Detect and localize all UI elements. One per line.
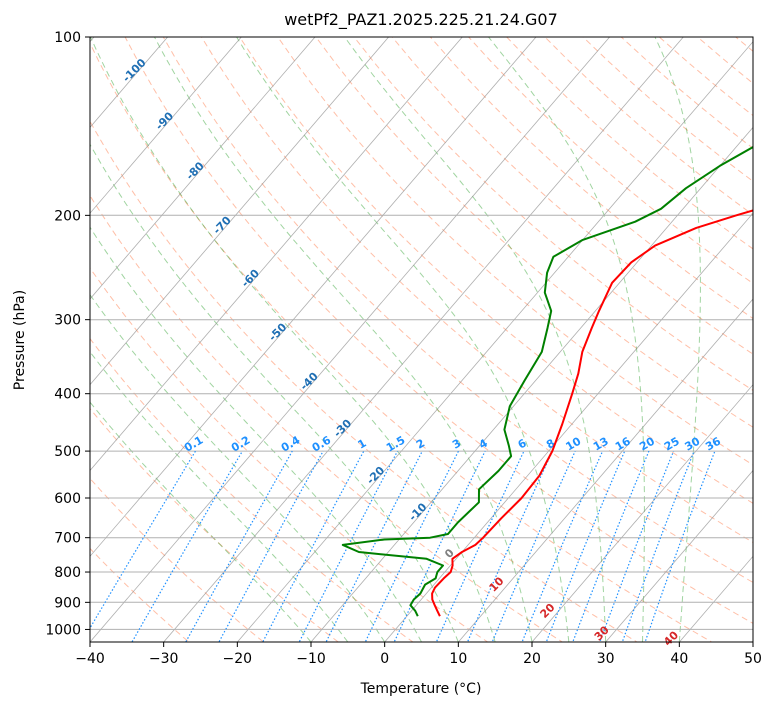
x-tick-label: −20 xyxy=(223,651,253,667)
temperature-profile-line xyxy=(431,209,753,617)
moist-adiabat-line xyxy=(90,226,422,642)
y-tick-label: 600 xyxy=(54,491,81,507)
isotherm-line xyxy=(90,37,316,300)
mixing-ratio-line xyxy=(325,450,423,642)
mixing-ratio-labels: 0.1 0.2 0.4 0.6 1 1.5 2 3 4 6 8 10 13 16 20 25 30 36 xyxy=(182,433,723,454)
y-tick-label: 500 xyxy=(54,444,81,460)
moist-adiabat-line xyxy=(90,143,459,642)
moist-adiabat-line xyxy=(344,37,607,642)
isotherm-line xyxy=(163,37,684,642)
moist-adiabat-line xyxy=(90,351,349,642)
dry-adiabat-line xyxy=(90,337,414,642)
dry-adiabat-line xyxy=(90,42,713,642)
dry-adiabat-line xyxy=(124,37,753,624)
moist-adiabat-line xyxy=(236,37,570,642)
x-axis-label: Temperature (°C) xyxy=(360,681,482,697)
isotherm-line xyxy=(236,41,753,642)
moist-adiabats xyxy=(90,37,701,642)
moist-adiabat-line xyxy=(90,37,496,642)
x-tick-label: 0 xyxy=(380,651,389,667)
mixing-ratio-line xyxy=(393,450,486,642)
y-tick-label: 800 xyxy=(54,565,81,581)
x-tick-label: 10 xyxy=(449,651,467,667)
dry-adiabat-line xyxy=(90,547,190,642)
x-tick-label: 50 xyxy=(744,651,762,667)
isotherm-line xyxy=(90,37,390,386)
isotherm-line xyxy=(90,37,242,214)
dry-adiabat-line xyxy=(90,477,265,642)
isotherm-line xyxy=(90,37,169,128)
dry-adiabat-line xyxy=(162,37,753,584)
mixing-ratio-line xyxy=(131,450,243,642)
x-tick-label: 30 xyxy=(597,651,615,667)
dry-adiabat-line xyxy=(239,37,753,504)
moist-adiabat-line xyxy=(488,37,645,642)
moist-adiabat-line xyxy=(154,37,533,642)
plot-background xyxy=(90,37,753,642)
isotherm-line xyxy=(457,298,753,642)
moist-adiabat-line xyxy=(90,293,386,642)
pressure-gridlines xyxy=(90,214,753,630)
y-tick-label: 400 xyxy=(54,387,81,403)
dry-adiabat-line xyxy=(90,120,638,642)
isotherm-line xyxy=(384,212,753,642)
isotherm-line xyxy=(605,469,753,642)
isotherm-line xyxy=(90,37,537,557)
isotherms xyxy=(90,37,753,642)
dry-adiabat-line xyxy=(90,407,340,642)
x-axis: −40 −30 −20 −10 0 10 20 30 40 50 xyxy=(75,642,762,667)
mixing-ratio-line xyxy=(572,450,650,642)
y-tick-label: 700 xyxy=(54,531,81,547)
x-tick-label: −30 xyxy=(149,651,179,667)
dry-adiabat-line xyxy=(90,194,564,642)
plot-frame xyxy=(89,36,754,643)
x-tick-label: 40 xyxy=(670,651,688,667)
mixing-ratio-line xyxy=(521,450,604,642)
isotherm-line xyxy=(531,384,753,642)
mixing-ratio-line xyxy=(545,450,626,642)
mixing-ratio-line xyxy=(644,450,716,642)
y-tick-label: 900 xyxy=(54,595,81,611)
moist-adiabat-line xyxy=(90,401,312,642)
isotherm-line xyxy=(90,37,611,642)
y-tick-label: 100 xyxy=(54,30,81,46)
x-tick-label: −40 xyxy=(75,651,105,667)
y-tick-label: 1000 xyxy=(45,622,81,638)
profile-series xyxy=(341,145,753,617)
y-tick-label: 200 xyxy=(54,208,81,224)
x-tick-label: −10 xyxy=(296,651,326,667)
mixing-ratio-line xyxy=(185,450,293,642)
chart-title: wetPf2_PAZ1.2025.225.21.24.G07 xyxy=(284,10,558,30)
moist-adiabat-line xyxy=(654,37,701,642)
mixing-ratio-line xyxy=(90,450,197,630)
mixing-ratio-line xyxy=(298,450,399,642)
mixing-ratio-line xyxy=(262,450,365,642)
mixing-ratio-lines xyxy=(90,450,716,642)
dry-adiabat-line xyxy=(391,37,753,355)
x-tick-label: 20 xyxy=(523,651,541,667)
dry-adiabat-line xyxy=(353,37,753,391)
dry-adiabat-line xyxy=(315,37,753,428)
dry-adiabat-line xyxy=(90,267,489,642)
dry-adiabat-line xyxy=(467,37,753,284)
y-axis-label: Pressure (hPa) xyxy=(12,290,28,390)
dewpoint-profile-line xyxy=(341,145,753,617)
isotherm-line xyxy=(90,37,463,472)
mixing-ratio-line xyxy=(491,450,576,642)
y-axis: 100 200 300 400 500 600 700 800 900 1000 xyxy=(45,30,90,638)
dry-adiabats xyxy=(90,37,753,642)
y-tick-label: 300 xyxy=(54,313,81,329)
isotherm-line xyxy=(310,126,753,642)
